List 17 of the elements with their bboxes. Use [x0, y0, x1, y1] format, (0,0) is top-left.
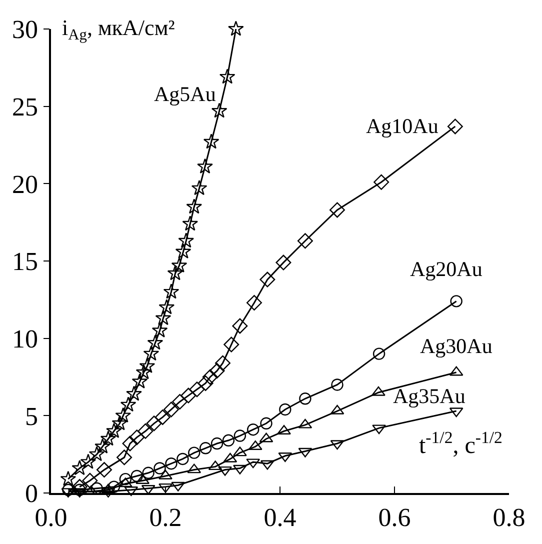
y-axis-title: i$_{Ag}$, мкА/см² — [62, 15, 176, 44]
x-tick-label: 0.4 — [264, 502, 296, 532]
series-label: Ag10Au — [366, 114, 439, 138]
x-tick-label: 0.8 — [492, 502, 526, 532]
x-tick-label: 0.6 — [378, 502, 411, 532]
y-tick-label: 25 — [12, 92, 38, 122]
x-axis-title: t$^{-1/2}$, c$^{-1/2}$ — [419, 428, 502, 460]
y-tick-label: 10 — [12, 324, 38, 354]
y-tick-label: 15 — [12, 247, 38, 276]
y-tick-label: 5 — [25, 402, 38, 431]
y-tick-label: 30 — [12, 15, 38, 44]
series-label: Ag35Au — [393, 384, 466, 408]
series-label: Ag20Au — [410, 257, 483, 281]
x-tick-label: 0.2 — [149, 502, 182, 532]
series-label: Ag5Au — [154, 82, 216, 106]
series-label: Ag30Au — [420, 334, 493, 358]
y-tick-label: 20 — [12, 170, 38, 199]
